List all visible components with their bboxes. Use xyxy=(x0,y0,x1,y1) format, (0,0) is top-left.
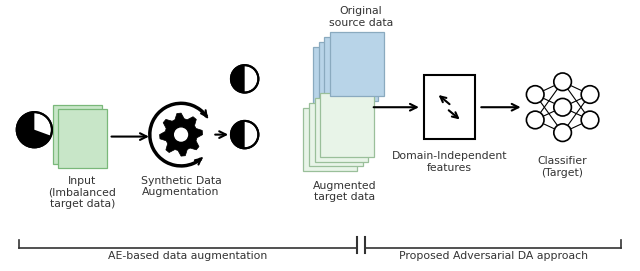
Text: Classifier
(Target): Classifier (Target) xyxy=(538,156,588,178)
Text: Proposed Adversarial DA approach: Proposed Adversarial DA approach xyxy=(399,251,588,261)
FancyBboxPatch shape xyxy=(319,42,372,106)
FancyBboxPatch shape xyxy=(58,109,107,168)
Wedge shape xyxy=(17,112,51,147)
Wedge shape xyxy=(231,121,244,148)
FancyBboxPatch shape xyxy=(303,108,356,171)
FancyBboxPatch shape xyxy=(313,47,367,111)
FancyBboxPatch shape xyxy=(308,103,362,166)
FancyBboxPatch shape xyxy=(315,98,369,162)
Circle shape xyxy=(527,86,544,103)
FancyBboxPatch shape xyxy=(324,37,378,101)
FancyBboxPatch shape xyxy=(424,75,475,139)
Polygon shape xyxy=(159,113,203,156)
FancyBboxPatch shape xyxy=(53,105,102,164)
Circle shape xyxy=(17,112,52,147)
Circle shape xyxy=(173,127,189,143)
Text: Domain-Independent
features: Domain-Independent features xyxy=(392,151,507,173)
Circle shape xyxy=(231,65,259,93)
FancyBboxPatch shape xyxy=(330,33,384,96)
Text: Synthetic Data
Augmentation: Synthetic Data Augmentation xyxy=(141,176,221,197)
Text: Augmented
target data: Augmented target data xyxy=(313,180,376,202)
Text: Original
source data: Original source data xyxy=(329,7,393,28)
Wedge shape xyxy=(231,65,244,93)
Text: AE-based data augmentation: AE-based data augmentation xyxy=(108,251,268,261)
Circle shape xyxy=(554,98,572,116)
Text: Input
(Imbalanced
target data): Input (Imbalanced target data) xyxy=(49,176,116,209)
Circle shape xyxy=(554,124,572,141)
Circle shape xyxy=(581,111,599,129)
Circle shape xyxy=(554,73,572,91)
Circle shape xyxy=(527,111,544,129)
FancyBboxPatch shape xyxy=(321,93,374,157)
Circle shape xyxy=(231,121,259,148)
Circle shape xyxy=(581,86,599,103)
